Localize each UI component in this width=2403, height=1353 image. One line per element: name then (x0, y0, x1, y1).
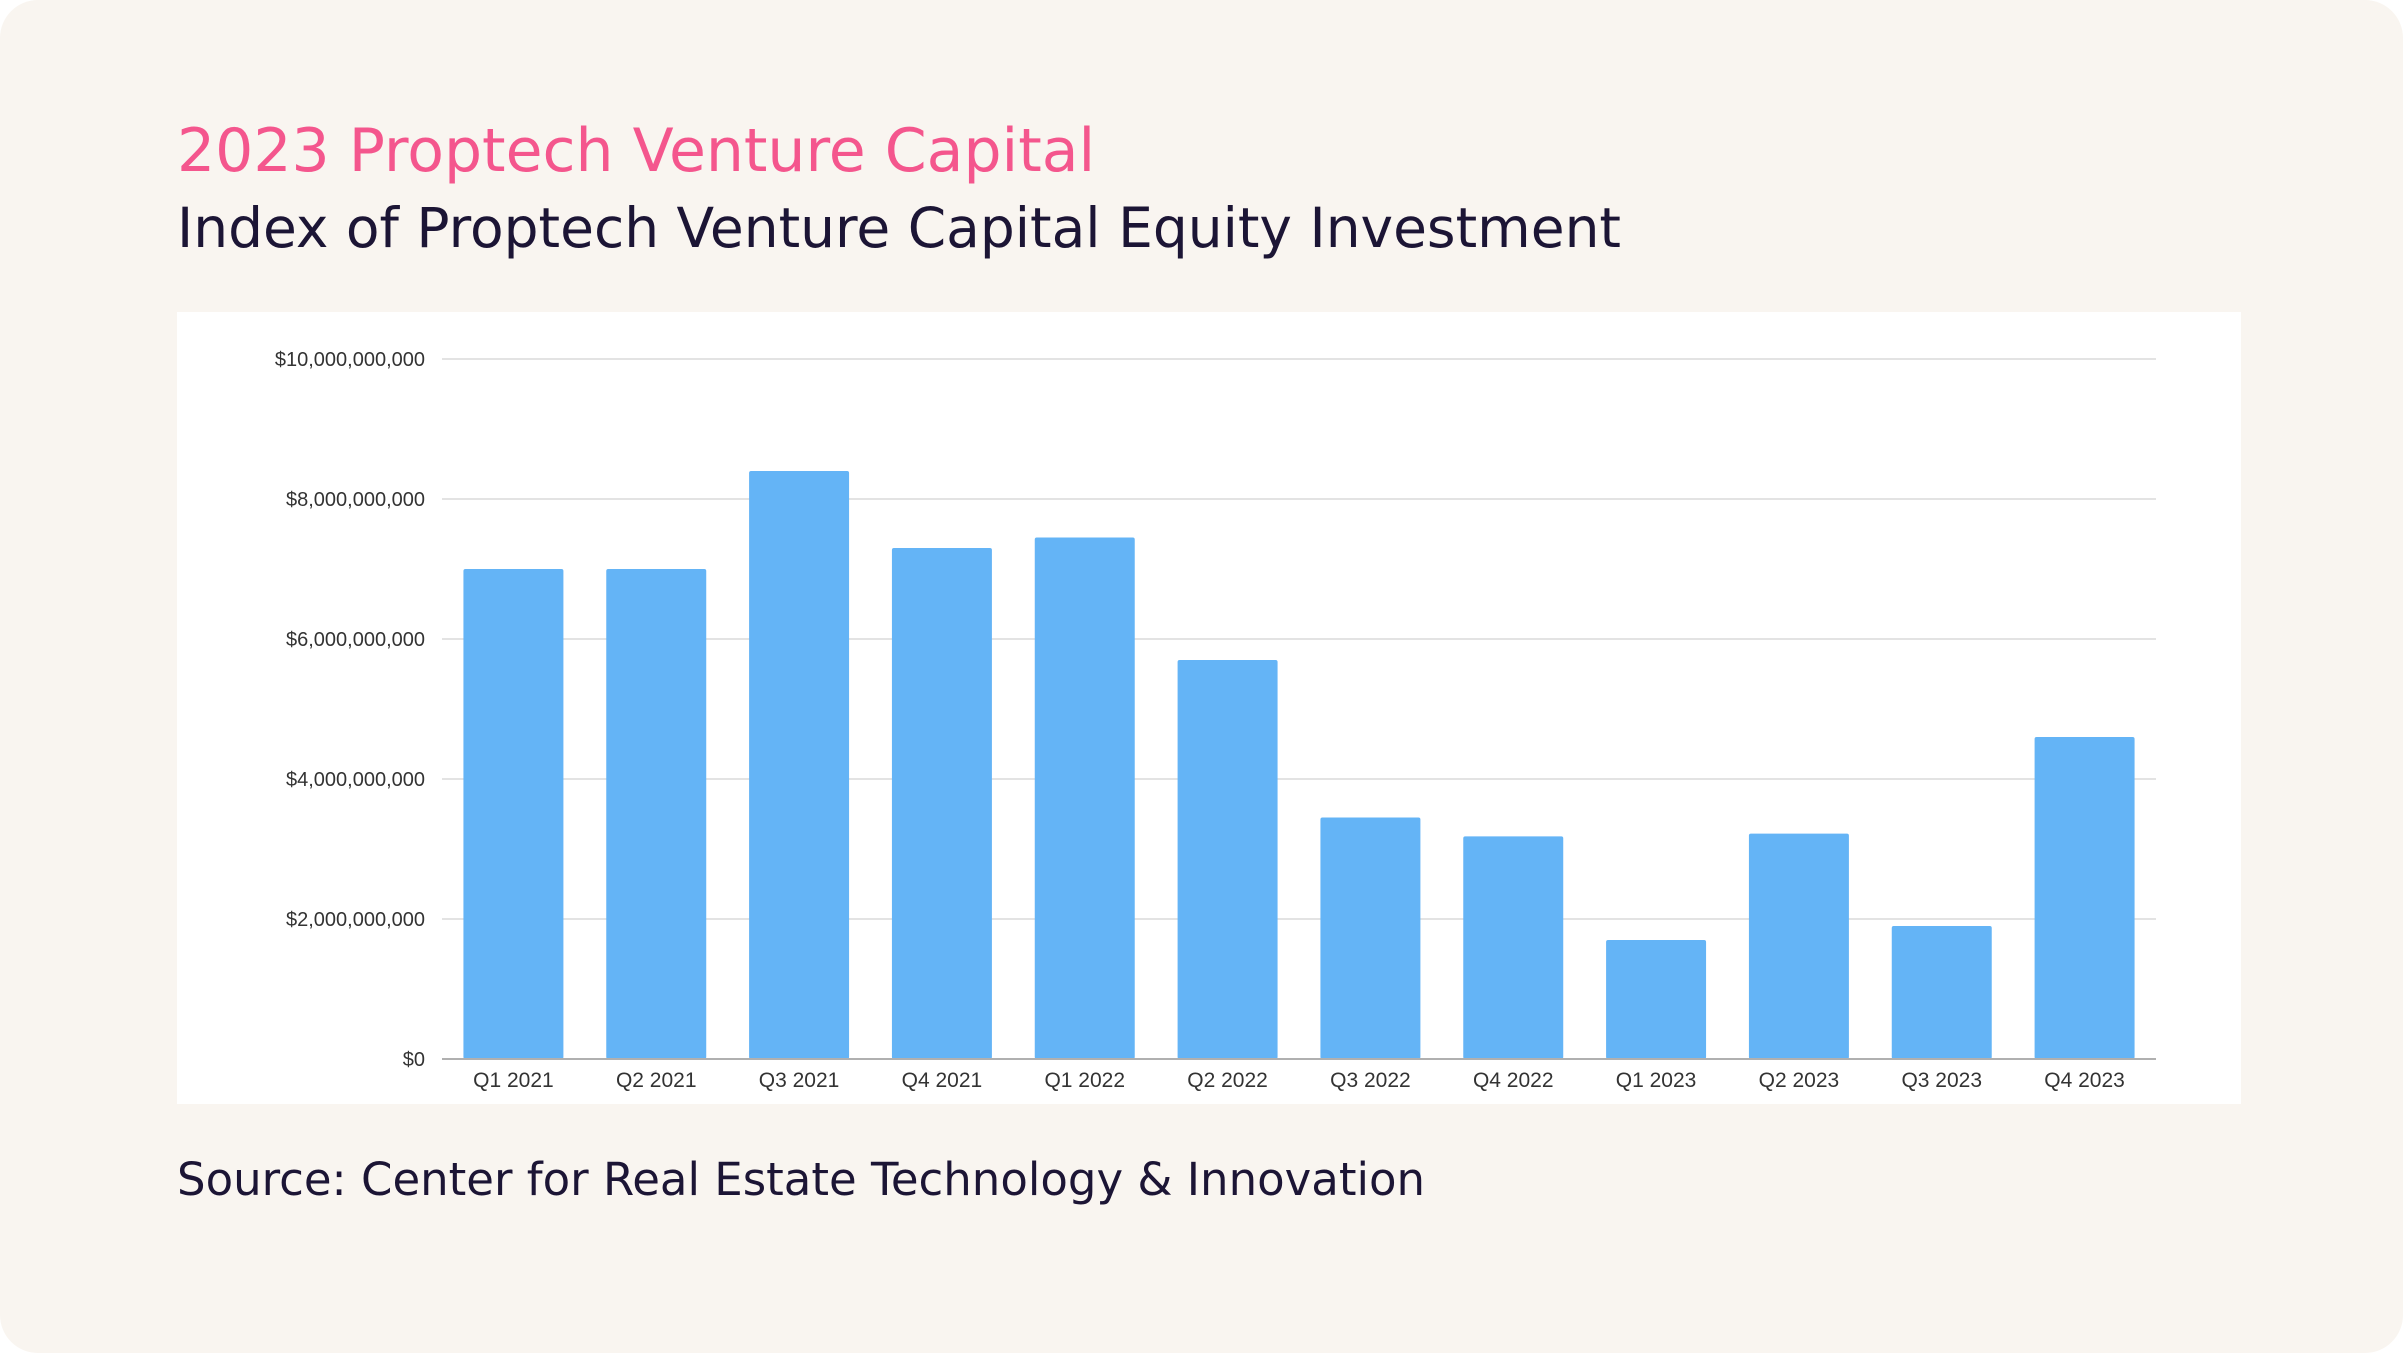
y-tick-label: $6,000,000,000 (286, 629, 425, 651)
gridlines (442, 358, 2156, 920)
chart-panel: $0 $2,000,000,000 $4,000,000,000 $6,000,000… (177, 312, 2241, 1104)
bar (1606, 940, 1707, 1059)
x-tick-label: Q2 2021 (616, 1069, 697, 1092)
bar (2034, 737, 2135, 1059)
bar (1034, 537, 1135, 1059)
bar (606, 569, 707, 1059)
y-tick-label: $4,000,000,000 (286, 769, 425, 791)
x-tick-label: Q2 2022 (1187, 1069, 1268, 1092)
bars (463, 471, 2135, 1059)
y-tick-label: $8,000,000,000 (286, 489, 425, 511)
bar (1891, 926, 1992, 1059)
x-tick-label: Q4 2021 (902, 1069, 983, 1092)
bar (1748, 833, 1849, 1059)
chart-subtitle: Index of Proptech Venture Capital Equity… (177, 196, 1621, 260)
bar (1463, 836, 1564, 1059)
y-axis-ticks: $0 $2,000,000,000 $4,000,000,000 $6,000,000… (275, 349, 425, 1071)
x-tick-label: Q1 2021 (473, 1069, 554, 1092)
x-tick-label: Q1 2023 (1616, 1069, 1697, 1092)
x-tick-label: Q3 2021 (759, 1069, 840, 1092)
bar (749, 471, 850, 1059)
x-tick-label: Q4 2023 (2044, 1069, 2125, 1092)
y-tick-label: $10,000,000,000 (275, 349, 425, 371)
x-tick-label: Q3 2022 (1330, 1069, 1411, 1092)
chart-title: 2023 Proptech Venture Capital (177, 116, 1096, 186)
x-tick-label: Q3 2023 (1901, 1069, 1982, 1092)
x-tick-label: Q1 2022 (1044, 1069, 1125, 1092)
bar (1320, 817, 1421, 1059)
x-axis-ticks: Q1 2021 Q2 2021 Q3 2021 Q4 2021 Q1 2022 Q2 20… (473, 1069, 2125, 1092)
x-tick-label: Q2 2023 (1759, 1069, 1840, 1092)
bar (891, 548, 992, 1059)
x-tick-label: Q4 2022 (1473, 1069, 1554, 1092)
y-tick-label: $0 (403, 1049, 425, 1071)
bar (463, 569, 564, 1059)
y-tick-label: $2,000,000,000 (286, 909, 425, 931)
bar-chart: $0 $2,000,000,000 $4,000,000,000 $6,000,000… (275, 349, 2156, 1092)
source-note: Source: Center for Real Estate Technolog… (177, 1153, 1426, 1206)
bar (1177, 660, 1278, 1059)
